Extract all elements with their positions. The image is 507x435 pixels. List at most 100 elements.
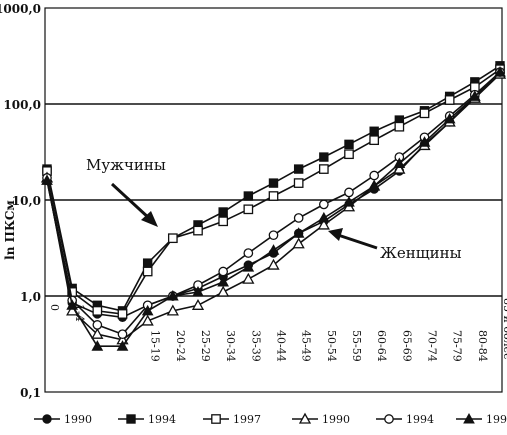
data-point: [443, 112, 456, 124]
y-tick-label: 1,0: [20, 290, 41, 304]
legend-item-female-1994: 1994: [376, 413, 434, 426]
data-point: [167, 233, 178, 244]
x-tick-label: 75-79: [451, 330, 464, 362]
data-point: [369, 126, 379, 136]
data-point: [293, 178, 304, 188]
x-axis-ticks: 0 1-415-19 20-24 25-29 30-34 35-39 40-44 45-49 5…: [48, 298, 507, 362]
data-point: [293, 213, 304, 223]
data-point: [268, 230, 279, 241]
data-point: [193, 225, 203, 236]
data-point: [242, 272, 255, 284]
data-point: [344, 149, 354, 160]
annotation-male-arrow: [110, 182, 152, 221]
series-male-1997: [42, 64, 505, 319]
annotation-female: Женщины: [380, 244, 462, 262]
data-point: [242, 261, 255, 272]
legend-marker: [384, 414, 394, 424]
data-point: [317, 218, 330, 230]
data-point: [243, 191, 254, 201]
data-point: [418, 136, 431, 147]
data-point: [318, 199, 329, 210]
data-point: [117, 309, 128, 319]
y-axis-ticks: 0,1 1,0 10,0 100,0 1000,0: [0, 2, 41, 400]
x-tick-label: 65-69: [400, 330, 413, 362]
data-point: [142, 258, 153, 268]
legend-item-female-1997: 1997: [456, 412, 507, 426]
series-female-1990: [40, 67, 507, 345]
annotation-female-arrowhead: [328, 228, 343, 241]
data-point: [368, 179, 381, 191]
data-point: [319, 152, 329, 162]
x-tick-label: 35-39: [249, 330, 262, 362]
legend-label: 1994: [148, 413, 176, 426]
x-tick-label: 20-24: [174, 330, 187, 362]
y-axis-label: ln ПКСм: [3, 200, 17, 260]
legend-item-female-1990: 1990: [292, 412, 350, 426]
x-tick-label: 40-44: [275, 330, 288, 362]
data-point: [369, 135, 380, 146]
x-tick-label: 30-34: [224, 330, 237, 362]
data-point: [369, 170, 380, 181]
y-tick-label: 100,0: [3, 98, 41, 112]
series-male-1994: [42, 61, 505, 316]
data-point: [218, 207, 228, 217]
data-point: [344, 187, 354, 198]
data-point: [494, 66, 506, 77]
data-point: [318, 164, 329, 174]
data-point: [267, 258, 280, 270]
grid-lines: [44, 7, 503, 393]
data-point: [243, 204, 254, 215]
data-point: [343, 196, 355, 207]
series-line: [46, 71, 501, 336]
data-point: [218, 266, 229, 277]
data-point: [218, 216, 229, 227]
annotation-female-arrow: [337, 233, 378, 250]
legend-label: 1990: [322, 413, 350, 426]
series-line: [46, 71, 501, 347]
y-tick-label: 0,1: [20, 386, 41, 400]
legend: 1990 1994 1997 1990 1994 1997: [34, 412, 507, 426]
y-tick-label: 10,0: [12, 194, 41, 208]
legend-item-male-1994: 1994: [118, 413, 176, 426]
x-tick-label: 0: [48, 304, 61, 311]
data-point: [41, 174, 53, 185]
data-point: [92, 320, 103, 330]
x-tick-label: 55-59: [350, 330, 363, 362]
data-point: [217, 285, 230, 297]
series-layer: [40, 61, 507, 351]
data-point: [166, 289, 179, 301]
x-tick-label: 25-29: [199, 330, 212, 362]
legend-item-male-1990: 1990: [34, 413, 92, 426]
data-point: [141, 314, 154, 326]
x-tick-label: 70-74: [426, 330, 439, 362]
legend-marker: [126, 414, 136, 424]
data-point: [344, 139, 354, 150]
data-point: [217, 275, 230, 287]
legend-label: 1990: [64, 413, 92, 426]
legend-marker: [42, 414, 52, 424]
annotation-male: Мужчины: [86, 156, 166, 174]
x-tick-label: 15-19: [149, 330, 162, 362]
series-female-1997: [41, 66, 506, 351]
legend-label: 1997: [233, 413, 261, 426]
data-point: [66, 299, 79, 310]
series-line: [46, 73, 501, 341]
legend-label: 1994: [406, 413, 434, 426]
data-point: [243, 248, 254, 258]
data-point: [468, 90, 481, 101]
data-point: [116, 340, 129, 351]
data-point: [419, 108, 430, 119]
data-point: [394, 121, 405, 132]
data-point: [92, 306, 103, 316]
data-point: [268, 191, 279, 201]
legend-marker: [211, 414, 221, 424]
data-point: [393, 157, 406, 168]
data-point: [91, 340, 104, 351]
data-point: [267, 244, 280, 255]
data-point: [393, 162, 406, 174]
data-point: [191, 298, 205, 310]
annotations: Мужчины Женщины: [86, 156, 462, 262]
x-tick-label: 50-54: [325, 330, 338, 362]
annotation-male-arrowhead: [141, 211, 158, 227]
